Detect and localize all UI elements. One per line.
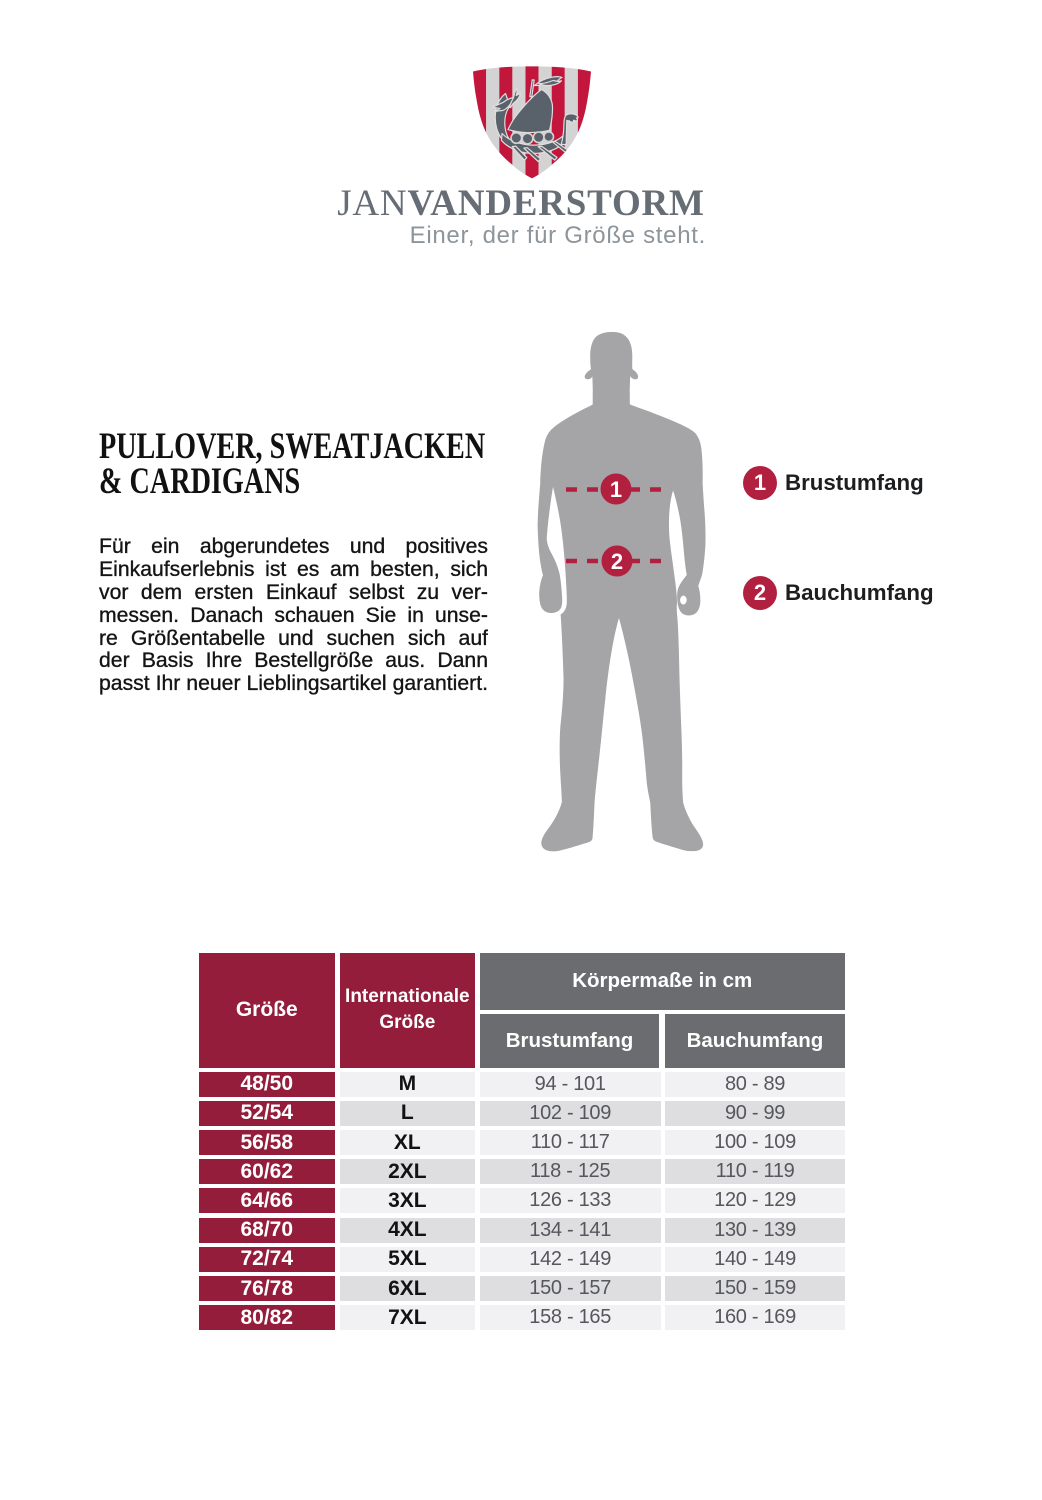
svg-text:1: 1	[610, 477, 622, 502]
svg-text:2: 2	[611, 549, 623, 574]
